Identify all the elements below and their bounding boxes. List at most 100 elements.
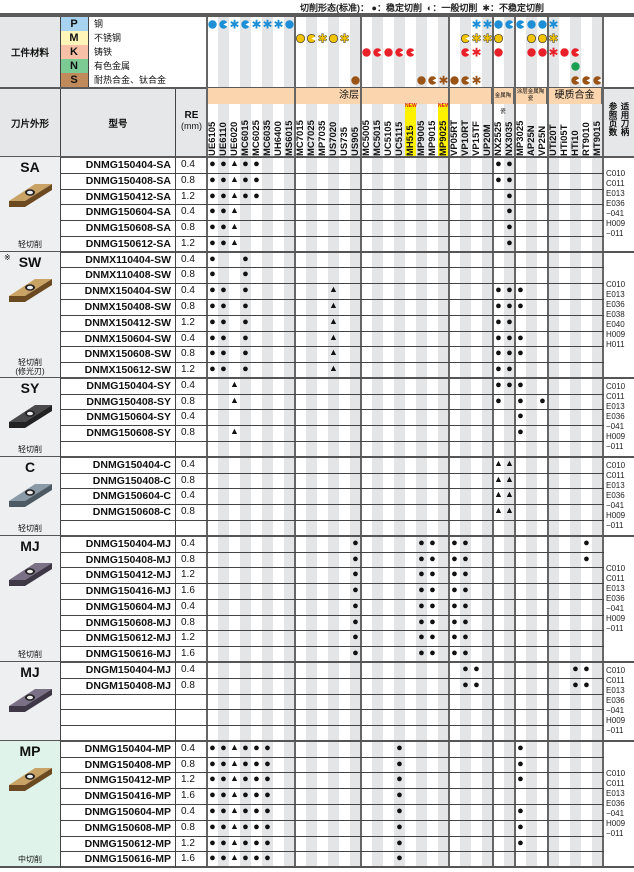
grade-column-stripe bbox=[592, 17, 603, 868]
grade-name: MC6035 bbox=[262, 120, 273, 156]
recommended-circle-mark: ● bbox=[451, 568, 458, 581]
recommended-circle-mark: ● bbox=[572, 662, 579, 675]
recommended-circle-mark: ● bbox=[253, 741, 260, 754]
grade-column-stripe bbox=[526, 17, 537, 868]
grade-name: MH515 bbox=[405, 104, 416, 156]
model-number: DNMG150604-MJ bbox=[85, 600, 171, 613]
corner-radius: 0.8 bbox=[181, 427, 195, 439]
material-letter-K: K bbox=[60, 45, 88, 59]
model-number: DNMG150616-MJ bbox=[85, 648, 171, 661]
recommended-circle-mark: ● bbox=[506, 363, 513, 376]
recommended-circle-mark: ● bbox=[495, 347, 502, 360]
recommended-circle-mark: ● bbox=[264, 773, 271, 786]
grade-name: VP10RT bbox=[460, 120, 471, 156]
recommended-circle-mark: ● bbox=[242, 189, 249, 202]
recommended-triangle-mark: ▲ bbox=[329, 315, 338, 326]
recommended-circle-mark: ● bbox=[242, 363, 249, 376]
section-code: MJ bbox=[20, 537, 40, 554]
group-header: 涂层 bbox=[207, 88, 493, 104]
ref-page: −011 bbox=[606, 828, 624, 838]
recommended-circle-mark: ● bbox=[242, 820, 249, 833]
model-header: 型号 bbox=[60, 88, 175, 157]
recommended-circle-mark: ● bbox=[418, 552, 425, 565]
grade-name: UTi20T bbox=[548, 124, 559, 156]
grade-column-stripe bbox=[306, 17, 317, 868]
recommended-circle-mark: ● bbox=[209, 252, 216, 265]
grade-name: HTi05T bbox=[559, 124, 570, 156]
row-line bbox=[60, 819, 604, 821]
recommended-circle-mark: ● bbox=[209, 331, 216, 344]
row-line bbox=[60, 472, 604, 474]
corner-radius: 1.2 bbox=[181, 190, 195, 202]
section-shape-cell bbox=[0, 251, 60, 378]
recommended-circle-mark: ● bbox=[220, 347, 227, 360]
recommended-circle-mark: ● bbox=[451, 536, 458, 549]
unstable-cutting-icon: ✱ bbox=[471, 33, 481, 44]
corner-radius: 1.6 bbox=[181, 853, 195, 865]
section-line bbox=[0, 455, 634, 458]
recommended-circle-mark: ● bbox=[506, 189, 513, 202]
recommended-circle-mark: ● bbox=[506, 347, 513, 360]
recommended-circle-mark: ● bbox=[209, 347, 216, 360]
recommended-circle-mark: ● bbox=[220, 315, 227, 328]
grade-column-stripe bbox=[262, 17, 273, 868]
corner-radius: 1.6 bbox=[181, 585, 195, 597]
model-number: DNMG150404-MP bbox=[84, 742, 171, 755]
ref-page: C010 bbox=[606, 666, 626, 676]
row-line bbox=[60, 488, 604, 490]
ref-page: E013 bbox=[606, 189, 625, 199]
recommended-circle-mark: ● bbox=[264, 820, 271, 833]
ref-page: −011 bbox=[606, 521, 624, 531]
recommended-circle-mark: ● bbox=[495, 173, 502, 186]
grade-name: MC7025 bbox=[306, 120, 317, 156]
recommended-circle-mark: ● bbox=[462, 584, 469, 597]
recommended-circle-mark: ● bbox=[264, 789, 271, 802]
insert-image bbox=[9, 404, 52, 428]
recommended-circle-mark: ● bbox=[517, 741, 524, 754]
model-number: DNMG150412-MP bbox=[84, 774, 171, 787]
general-cutting-icon bbox=[461, 47, 470, 57]
recommended-circle-mark: ● bbox=[517, 347, 524, 360]
new-badge: NEW bbox=[405, 103, 417, 109]
recommended-circle-mark: ● bbox=[242, 173, 249, 186]
model-number: DNMG150408-SA bbox=[85, 174, 171, 187]
ref-page: H009 bbox=[606, 511, 626, 521]
recommended-circle-mark: ● bbox=[462, 536, 469, 549]
ref-page: −041 bbox=[606, 808, 625, 818]
section-cut-label: 轻切削 bbox=[18, 239, 42, 249]
model-number: DNMG150616-MP bbox=[84, 853, 171, 866]
row-line bbox=[60, 851, 604, 853]
insert-image bbox=[9, 278, 52, 302]
recommended-circle-mark: ● bbox=[429, 536, 436, 549]
recommended-circle-mark: ● bbox=[506, 315, 513, 328]
recommended-circle-mark: ● bbox=[209, 173, 216, 186]
ref-page: C010 bbox=[606, 461, 626, 471]
recommended-triangle-mark: ▲ bbox=[329, 363, 338, 374]
recommended-circle-mark: ● bbox=[253, 820, 260, 833]
model-number: DNMG150412-MJ bbox=[85, 569, 171, 582]
recommended-circle-mark: ● bbox=[517, 773, 524, 786]
recommended-circle-mark: ● bbox=[517, 378, 524, 391]
recommended-triangle-mark: ▲ bbox=[505, 489, 514, 500]
row-line bbox=[60, 677, 604, 679]
stable-cutting-icon bbox=[208, 19, 217, 29]
grade-name: RT9010 bbox=[581, 122, 592, 156]
recommended-circle-mark: ● bbox=[517, 300, 524, 313]
recommended-circle-mark: ● bbox=[220, 789, 227, 802]
recommended-circle-mark: ● bbox=[209, 836, 216, 849]
recommended-circle-mark: ● bbox=[209, 315, 216, 328]
material-name: 不锈钢 bbox=[89, 31, 207, 45]
recommended-circle-mark: ● bbox=[451, 615, 458, 628]
recommended-circle-mark: ● bbox=[495, 363, 502, 376]
insert-image bbox=[9, 184, 52, 207]
ref-pages-label: 参照页数 bbox=[608, 102, 618, 136]
section-cut-label: 轻切削 bbox=[18, 357, 42, 367]
row-line bbox=[60, 409, 604, 411]
ref-pages: C010 C011 E013 E036 −041 H009 −011 bbox=[606, 382, 634, 452]
recommended-circle-mark: ● bbox=[462, 647, 469, 660]
stable-cutting-icon bbox=[493, 33, 504, 43]
grade-column-stripe bbox=[504, 17, 515, 868]
model-number: DNMG150408-C bbox=[92, 474, 171, 487]
general-cutting-icon bbox=[505, 19, 514, 29]
recommended-circle-mark: ● bbox=[396, 804, 403, 817]
